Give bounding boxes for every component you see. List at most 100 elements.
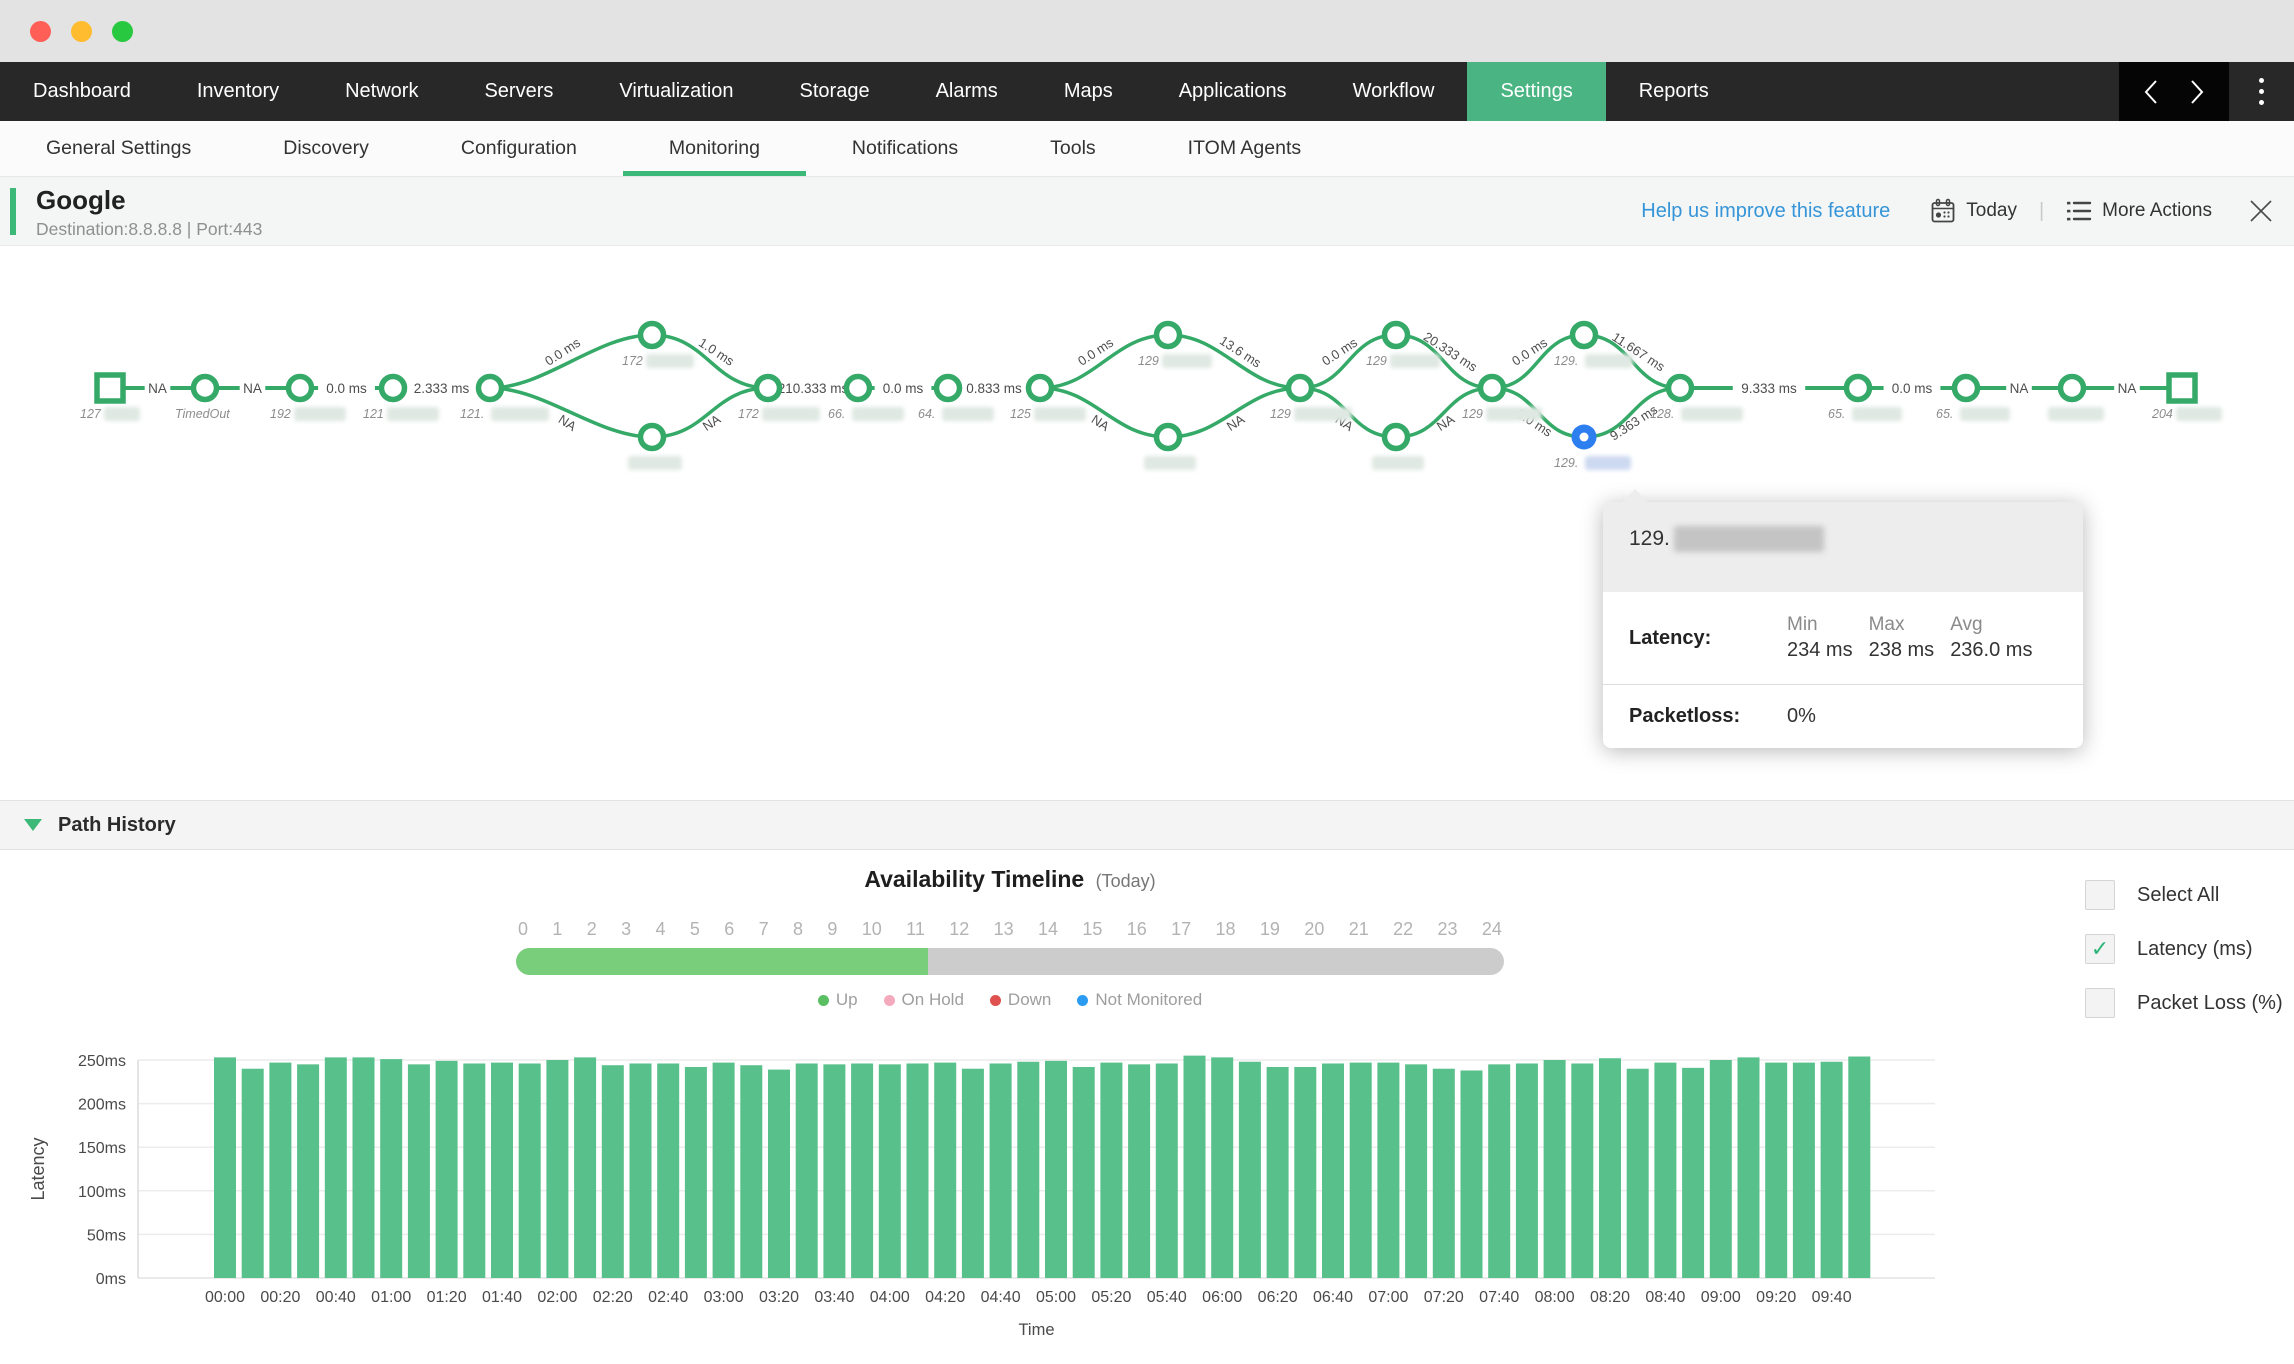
- nav-item-storage[interactable]: Storage: [799, 80, 870, 102]
- date-picker-button[interactable]: Today: [1930, 198, 2017, 224]
- tab-monitoring[interactable]: Monitoring: [622, 121, 806, 176]
- latency-bar[interactable]: [1128, 1064, 1151, 1278]
- latency-bar[interactable]: [1072, 1066, 1095, 1278]
- path-node-endpoint[interactable]: [94, 372, 126, 404]
- latency-bar[interactable]: [1322, 1063, 1344, 1278]
- path-node[interactable]: [1381, 422, 1411, 452]
- latency-bar[interactable]: [1460, 1070, 1483, 1278]
- path-node[interactable]: [637, 320, 667, 350]
- tab-notifications[interactable]: Notifications: [851, 137, 959, 159]
- latency-bar[interactable]: [851, 1063, 874, 1278]
- tab-discovery[interactable]: Discovery: [283, 137, 369, 159]
- latency-bar[interactable]: [463, 1063, 486, 1278]
- path-node[interactable]: [637, 422, 667, 452]
- checkbox-checked[interactable]: ✓: [2085, 934, 2115, 964]
- nav-item-dashboard[interactable]: Dashboard: [33, 80, 131, 102]
- path-node[interactable]: [1153, 422, 1183, 452]
- close-panel-button[interactable]: [2246, 196, 2276, 226]
- path-node[interactable]: [933, 373, 963, 403]
- path-node[interactable]: [843, 373, 873, 403]
- latency-bar[interactable]: [1709, 1060, 1732, 1278]
- latency-bar[interactable]: [878, 1064, 901, 1278]
- minimize-window-button[interactable]: [71, 21, 92, 42]
- latency-bar[interactable]: [1183, 1055, 1206, 1278]
- path-node[interactable]: [285, 373, 315, 403]
- latency-bar[interactable]: [380, 1059, 403, 1278]
- nav-item-applications[interactable]: Applications: [1178, 80, 1287, 102]
- path-node[interactable]: [190, 373, 220, 403]
- latency-bar[interactable]: [297, 1064, 320, 1278]
- path-node[interactable]: [1477, 373, 1507, 403]
- latency-bar[interactable]: [352, 1057, 375, 1278]
- tab-tools[interactable]: Tools: [1050, 137, 1096, 159]
- latency-bar[interactable]: [1682, 1067, 1705, 1278]
- path-node[interactable]: [1025, 373, 1055, 403]
- tab-general-settings[interactable]: General Settings: [46, 137, 192, 159]
- path-node[interactable]: [1665, 373, 1695, 403]
- latency-bar[interactable]: [1792, 1062, 1815, 1278]
- latency-bar[interactable]: [712, 1062, 735, 1278]
- latency-bar[interactable]: [1155, 1063, 1178, 1278]
- latency-bar[interactable]: [1654, 1062, 1677, 1278]
- nav-item-settings[interactable]: Settings: [1467, 62, 1606, 121]
- latency-bar[interactable]: [1515, 1063, 1538, 1278]
- latency-bar[interactable]: [1377, 1062, 1400, 1278]
- latency-bar[interactable]: [269, 1062, 292, 1278]
- latency-bar[interactable]: [1820, 1061, 1843, 1278]
- latency-bar[interactable]: [1848, 1056, 1871, 1278]
- path-node[interactable]: [475, 373, 505, 403]
- latency-bar[interactable]: [934, 1062, 957, 1278]
- latency-bar[interactable]: [961, 1068, 984, 1278]
- latency-bar[interactable]: [1294, 1066, 1317, 1278]
- checkbox-row-packet-loss[interactable]: Packet Loss (%): [2085, 988, 2283, 1018]
- latency-bar[interactable]: [629, 1063, 652, 1278]
- latency-bar[interactable]: [546, 1060, 569, 1278]
- latency-bar[interactable]: [1432, 1068, 1455, 1278]
- latency-bar[interactable]: [1543, 1060, 1566, 1278]
- chevron-right-icon[interactable]: [2189, 79, 2205, 105]
- latency-bar[interactable]: [768, 1069, 790, 1278]
- close-window-button[interactable]: [30, 21, 51, 42]
- latency-bar[interactable]: [435, 1060, 458, 1278]
- latency-bar[interactable]: [740, 1065, 763, 1278]
- latency-bar[interactable]: [518, 1063, 541, 1278]
- latency-bar[interactable]: [241, 1068, 264, 1278]
- latency-bar[interactable]: [1488, 1064, 1511, 1278]
- nav-item-network[interactable]: Network: [345, 80, 419, 102]
- nav-item-servers[interactable]: Servers: [484, 80, 554, 102]
- help-improve-link[interactable]: Help us improve this feature: [1641, 199, 1891, 222]
- latency-bar[interactable]: [1100, 1062, 1123, 1278]
- latency-bar[interactable]: [657, 1063, 680, 1278]
- tab-configuration[interactable]: Configuration: [460, 137, 577, 159]
- latency-bar[interactable]: [214, 1057, 236, 1278]
- nav-item-inventory[interactable]: Inventory: [196, 80, 280, 102]
- path-node[interactable]: [1951, 373, 1981, 403]
- latency-bar[interactable]: [1349, 1062, 1372, 1278]
- zoom-window-button[interactable]: [112, 21, 133, 42]
- latency-bar[interactable]: [407, 1064, 430, 1278]
- nav-item-virtualization[interactable]: Virtualization: [619, 80, 734, 102]
- latency-bar[interactable]: [1238, 1061, 1261, 1278]
- latency-bar[interactable]: [684, 1066, 707, 1278]
- checkbox-unchecked[interactable]: [2085, 988, 2115, 1018]
- latency-bar[interactable]: [1211, 1057, 1234, 1278]
- nav-item-reports[interactable]: Reports: [1638, 80, 1709, 102]
- latency-bar[interactable]: [324, 1057, 347, 1278]
- path-node[interactable]: [1381, 320, 1411, 350]
- path-node[interactable]: [753, 373, 783, 403]
- checkbox-unchecked[interactable]: [2085, 880, 2115, 910]
- latency-bar[interactable]: [574, 1057, 597, 1278]
- latency-bar[interactable]: [1599, 1058, 1621, 1278]
- path-history-section-header[interactable]: Path History: [0, 800, 2294, 850]
- overflow-menu-icon[interactable]: [2229, 62, 2294, 121]
- latency-bar[interactable]: [1266, 1066, 1289, 1278]
- latency-bar[interactable]: [795, 1063, 818, 1278]
- checkbox-row-latency-ms[interactable]: ✓ Latency (ms): [2085, 934, 2283, 964]
- path-node[interactable]: [1285, 373, 1315, 403]
- latency-bar[interactable]: [1737, 1057, 1760, 1278]
- nav-item-alarms[interactable]: Alarms: [935, 80, 998, 102]
- path-node[interactable]: [378, 373, 408, 403]
- latency-bar[interactable]: [989, 1063, 1012, 1278]
- nav-item-workflow[interactable]: Workflow: [1352, 80, 1435, 102]
- latency-bar[interactable]: [1571, 1063, 1594, 1278]
